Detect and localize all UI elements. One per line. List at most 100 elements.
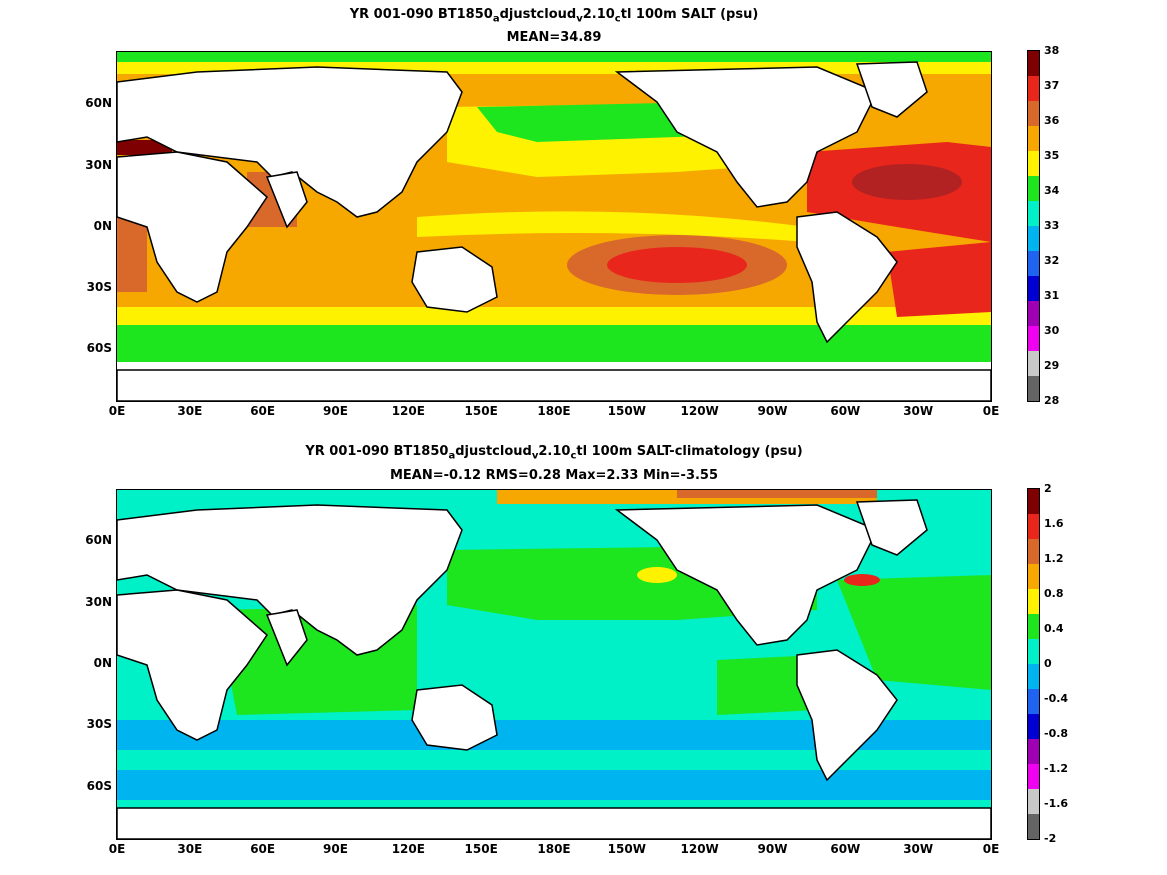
colorbar-label: 38 — [1044, 44, 1060, 57]
lon-label: 150W — [607, 404, 646, 418]
antarctica — [117, 369, 991, 401]
continents — [117, 499, 991, 839]
lat-label: 30N — [85, 158, 112, 172]
colorbar-label: 32 — [1044, 254, 1060, 267]
lon-label: 120W — [680, 404, 719, 418]
colorbar-label: -0.4 — [1044, 692, 1069, 705]
lon-label: 30E — [177, 842, 203, 856]
colorbar-swatch — [1028, 514, 1039, 539]
colorbar-label: -1.6 — [1044, 797, 1069, 810]
lon-label: 60W — [830, 842, 861, 856]
lon-label: 0E — [982, 842, 1000, 856]
panel2-title: YR 001-090 BT1850adjustcloudv2.10ctl 100… — [305, 444, 803, 462]
greenland — [855, 61, 928, 118]
lon-label: 150E — [464, 404, 498, 418]
lon-label: 90W — [757, 842, 788, 856]
colorbar-label: 29 — [1044, 359, 1060, 372]
lon-label: 0E — [108, 842, 126, 856]
colorbar-swatch — [1028, 101, 1039, 126]
colorbar-label: 37 — [1044, 79, 1060, 92]
lon-label: 120W — [680, 842, 719, 856]
colorbar-swatch — [1028, 176, 1039, 201]
colorbar-label: 35 — [1044, 149, 1060, 162]
lon-label: 0E — [982, 404, 1000, 418]
colorbar-label: 0.4 — [1044, 622, 1064, 635]
colorbar-swatch — [1028, 764, 1039, 789]
panel2-map — [116, 489, 992, 840]
lat-label: 60S — [86, 341, 112, 355]
colorbar-swatch — [1028, 151, 1039, 176]
lat-label: 60S — [86, 779, 112, 793]
colorbar-label: -1.2 — [1044, 762, 1069, 775]
south-america — [796, 211, 898, 344]
lon-label: 150E — [464, 842, 498, 856]
panel2-subtitle: MEAN=-0.12 RMS=0.28 Max=2.33 Min=-3.55 — [389, 468, 719, 483]
colorbar-swatch — [1028, 539, 1039, 564]
colorbar-label: -0.8 — [1044, 727, 1069, 740]
colorbar-swatch — [1028, 564, 1039, 589]
colorbar-swatch — [1028, 126, 1039, 151]
colorbar-label: 1.6 — [1044, 517, 1064, 530]
lon-label: 60E — [250, 404, 276, 418]
lon-label: 60E — [250, 842, 276, 856]
lon-label: 120E — [391, 404, 425, 418]
colorbar-swatch — [1028, 814, 1039, 839]
colorbar-label: 33 — [1044, 219, 1060, 232]
lon-label: 60W — [830, 404, 861, 418]
lon-label: 30E — [177, 404, 203, 418]
lat-label: 0N — [93, 656, 112, 670]
colorbar-swatch — [1028, 614, 1039, 639]
atlantic-green — [837, 575, 991, 690]
lat-label: 60N — [85, 533, 112, 547]
colorbar-swatch — [1028, 739, 1039, 764]
south-atlantic-max — [887, 242, 991, 317]
panel2-colorbar — [1027, 488, 1040, 840]
colorbar-label: 31 — [1044, 289, 1060, 302]
colorbar-label: 1.2 — [1044, 552, 1064, 565]
colorbar-swatch — [1028, 789, 1039, 814]
colorbar-label: 2 — [1044, 482, 1052, 495]
lat-label: 0N — [93, 219, 112, 233]
southern-low-salinity-band — [117, 322, 991, 362]
lon-label: 150W — [607, 842, 646, 856]
colorbar-label: 34 — [1044, 184, 1060, 197]
colorbar-label: 0.8 — [1044, 587, 1064, 600]
subpolar-band — [117, 307, 991, 325]
panel1-map — [116, 51, 992, 402]
colorbar-label: 0 — [1044, 657, 1052, 670]
colorbar-swatch — [1028, 201, 1039, 226]
lat-label: 30S — [86, 717, 112, 731]
lon-label: 90E — [323, 842, 348, 856]
colorbar-swatch — [1028, 251, 1039, 276]
lon-label: 30W — [903, 842, 934, 856]
lon-label: 90E — [323, 404, 348, 418]
lon-label: 180E — [537, 842, 571, 856]
colorbar-swatch — [1028, 51, 1039, 76]
colorbar-swatch — [1028, 689, 1039, 714]
colorbar-swatch — [1028, 76, 1039, 101]
colorbar-swatch — [1028, 301, 1039, 326]
panel1-colorbar — [1027, 50, 1040, 402]
lon-label: 0E — [108, 404, 126, 418]
mediterranean — [117, 140, 172, 155]
india — [265, 171, 308, 229]
australia — [411, 246, 498, 313]
colorbar-swatch — [1028, 276, 1039, 301]
continents — [117, 61, 991, 401]
colorbar-swatch — [1028, 639, 1039, 664]
panel1-title: YR 001-090 BT1850adjustcloudv2.10ctl 100… — [349, 7, 759, 25]
colorbar-swatch — [1028, 714, 1039, 739]
colorbar-label: 36 — [1044, 114, 1060, 127]
colorbar-swatch — [1028, 351, 1039, 376]
colorbar-label: 28 — [1044, 394, 1060, 407]
colorbar-label: 30 — [1044, 324, 1060, 337]
colorbar-swatch — [1028, 589, 1039, 614]
lat-label: 30S — [86, 280, 112, 294]
colorbar-swatch — [1028, 326, 1039, 351]
colorbar-swatch — [1028, 489, 1039, 514]
panel1-subtitle: MEAN=34.89 — [506, 30, 602, 45]
lon-label: 180E — [537, 404, 571, 418]
equatorial-tongue — [417, 211, 807, 242]
colorbar-swatch — [1028, 226, 1039, 251]
lon-label: 90W — [757, 404, 788, 418]
